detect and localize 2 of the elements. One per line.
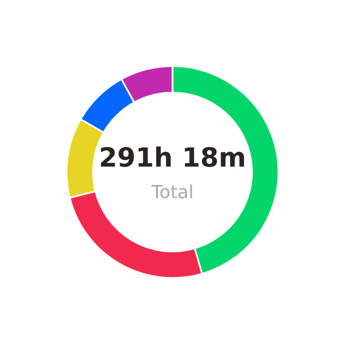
text: Total	[151, 184, 192, 198]
text: 291h 18m	[100, 146, 244, 167]
